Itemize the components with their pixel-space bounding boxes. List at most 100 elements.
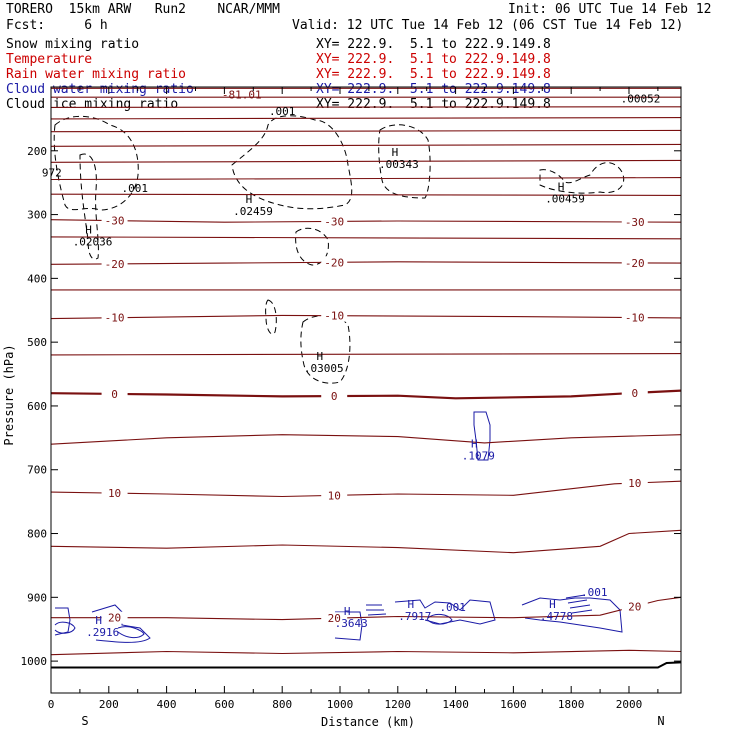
y-tick-label-3: 500 xyxy=(27,336,47,349)
temperature-label-bg-19-2 xyxy=(621,600,648,613)
temperature-label-bg-19-0 xyxy=(101,611,128,624)
y-tick-label-2: 400 xyxy=(27,272,47,285)
x-tick-label-10: 2000 xyxy=(616,698,643,711)
legend-name-cloud-ice: Cloud ice mixing ratio xyxy=(6,97,179,112)
temperature-label-bg-15-1 xyxy=(321,390,348,403)
temperature-label-17-2: 10 xyxy=(628,477,641,490)
cloud-water-contour-6 xyxy=(394,599,496,625)
maximum-marker-0: H xyxy=(85,224,92,237)
plot-frame xyxy=(50,86,682,694)
x-tick-label-5: 1000 xyxy=(327,698,354,711)
header-forecast-hour: Fcst: 6 h xyxy=(6,18,108,33)
header-valid-time: Valid: 12 UTC Tue 14 Feb 12 (06 CST Tue … xyxy=(292,18,684,33)
temperature-label-bg-9-2 xyxy=(621,216,648,229)
contour-label-1: .001 xyxy=(122,182,149,195)
snow-contour-2 xyxy=(231,115,353,210)
legend-name-rain-water: Rain water mixing ratio xyxy=(6,67,187,82)
maximum-value-8: .7917 xyxy=(398,610,431,623)
y-tick-label-0: 200 xyxy=(27,145,47,158)
y-tick-label-7: 900 xyxy=(27,591,47,604)
maximum-marker-4: H xyxy=(316,350,323,363)
maximum-value-1: .02459 xyxy=(233,205,273,218)
terrain-line xyxy=(51,661,682,669)
cloud-water-contour-1 xyxy=(54,621,76,634)
x-tick-label-0: 0 xyxy=(48,698,55,711)
temperature-line-8 xyxy=(50,193,682,196)
temperature-label-bg-11-0 xyxy=(101,257,128,270)
temperature-label-13-2: -10 xyxy=(625,312,645,325)
x-tick-label-6: 1200 xyxy=(385,698,412,711)
temperature-label-bg-17-2 xyxy=(621,476,648,489)
temperature-label-13-0: -10 xyxy=(105,312,125,325)
temperature-line-10 xyxy=(50,236,682,240)
cloud-water-contour-7 xyxy=(427,613,453,625)
legend-xy-cloud-ice: XY= 222.9. 5.1 to 222.9.149.8 xyxy=(316,97,551,112)
temperature-label-bg-11-1 xyxy=(321,256,348,269)
temperature-label-bg-17-1 xyxy=(321,489,348,502)
maximum-value-7: .3643 xyxy=(335,617,368,630)
temperature-line-17 xyxy=(50,480,682,498)
temperature-label-bg-15-0 xyxy=(101,387,128,400)
temperature-label-bg-9-1 xyxy=(321,215,348,228)
y-tick-label-6: 800 xyxy=(27,528,47,541)
temperature-label-19-1: 20 xyxy=(328,612,341,625)
x-end-label-south: S xyxy=(81,714,88,728)
maximum-value-2: .00343 xyxy=(379,158,419,171)
temperature-line-9 xyxy=(50,219,682,223)
legend-name-temperature: Temperature xyxy=(6,52,93,67)
snow-contour-1 xyxy=(79,153,99,260)
temperature-line-20 xyxy=(50,649,682,656)
y-tick-label-1: 300 xyxy=(27,209,47,222)
temperature-line-2 xyxy=(50,106,682,108)
legend-name-cloud-water: Cloud water mixing ratio xyxy=(6,82,194,97)
maximum-marker-8: H xyxy=(407,598,414,611)
cloud-water-contour-10 xyxy=(473,411,491,461)
y-tick-label-5: 700 xyxy=(27,464,47,477)
legend-xy-rain-water: XY= 222.9. 5.1 to 222.9.149.8 xyxy=(316,67,551,82)
temperature-label-bg-13-1 xyxy=(321,309,348,322)
temperature-label-9-0: -30 xyxy=(105,215,125,228)
temperature-label-bg-13-2 xyxy=(621,311,648,324)
x-tick-label-2: 400 xyxy=(157,698,177,711)
temperature-label-17-1: 10 xyxy=(328,489,341,502)
x-tick-label-9: 1800 xyxy=(558,698,585,711)
temperature-line-4 xyxy=(50,129,682,133)
temperature-label-19-0: 20 xyxy=(108,612,121,625)
snow-contour-3 xyxy=(378,124,431,199)
maximum-marker-5: H xyxy=(471,437,478,450)
cloud-water-contour-5 xyxy=(366,604,387,616)
maximum-value-9: .4778 xyxy=(540,610,573,623)
temperature-label-19-2: 20 xyxy=(628,600,641,613)
maximum-value-6: .2916 xyxy=(86,626,119,639)
temperature-line-6 xyxy=(50,159,682,163)
contour-label-3: .001 xyxy=(581,586,608,599)
temperature-line-7 xyxy=(50,177,682,181)
legend-xy-cloud-water: XY= 222.9. 5.1 to 222.9.149.8 xyxy=(316,82,551,97)
temperature-label-9-1: -30 xyxy=(324,215,344,228)
temperature-line-5 xyxy=(50,143,682,147)
temperature-label-bg-11-2 xyxy=(621,256,648,269)
cloud-water-contour-4 xyxy=(334,611,363,641)
legend-xy-temperature: XY= 222.9. 5.1 to 222.9.149.8 xyxy=(316,52,551,67)
temperature-label-15-1: 0 xyxy=(331,390,338,403)
temperature-label-15-2: 0 xyxy=(631,387,638,400)
maximum-marker-1: H xyxy=(246,193,253,206)
maximum-value-4: .03005 xyxy=(304,362,344,375)
temperature-line-19 xyxy=(51,596,682,621)
x-tick-label-7: 1400 xyxy=(442,698,469,711)
x-end-label-north: N xyxy=(657,714,664,728)
temperature-label-17-0: 10 xyxy=(108,487,121,500)
temperature-label-11-0: -20 xyxy=(105,258,125,271)
y-tick-label-8: 1000 xyxy=(21,655,48,668)
temperature-label-bg-15-2 xyxy=(621,386,648,399)
contour-label-4: .00052 xyxy=(621,92,661,105)
temperature-label-11-1: -20 xyxy=(324,256,344,269)
temperature-label-9-2: -30 xyxy=(625,216,645,229)
legend-name-snow: Snow mixing ratio xyxy=(6,37,140,52)
temperature-label-bg-17-0 xyxy=(101,487,128,500)
contour-label-5: -81.01 xyxy=(222,89,262,102)
maximum-marker-6: H xyxy=(95,614,102,627)
temperature-label-15-0: 0 xyxy=(111,388,118,401)
